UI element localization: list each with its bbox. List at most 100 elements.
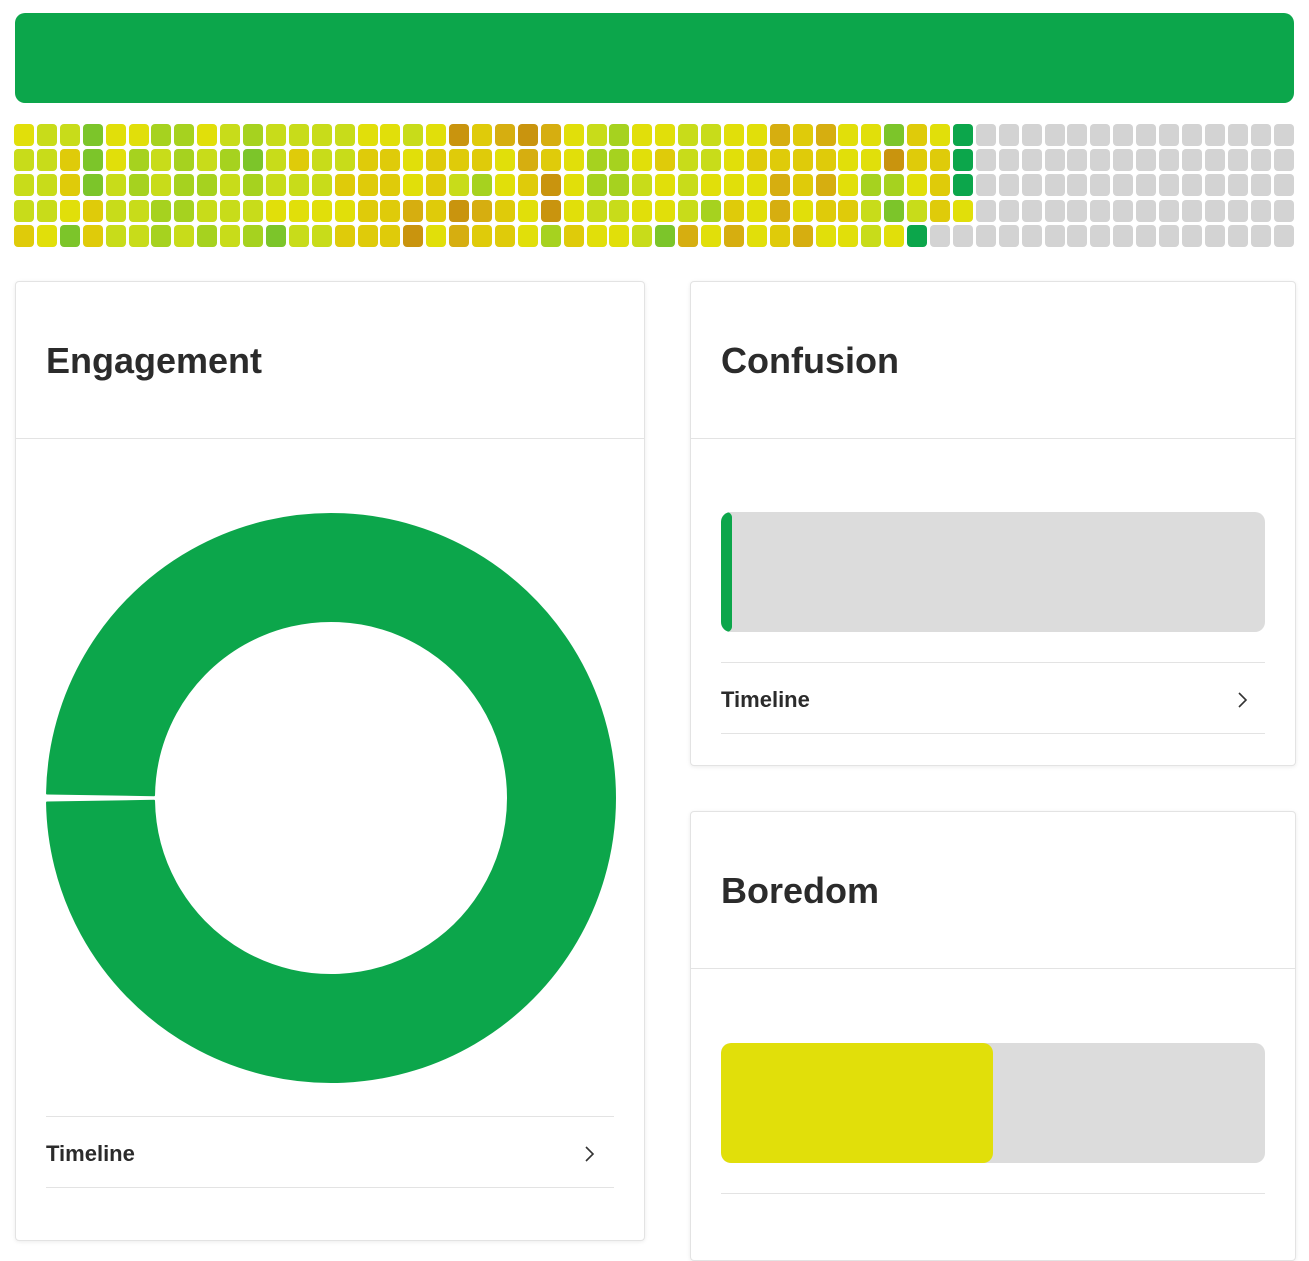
heatmap-cell-empty [1250,199,1271,222]
heatmap-cell [311,174,332,197]
heatmap-cell-empty [1044,149,1065,172]
heatmap-cell-empty [1044,124,1065,146]
engagement-timeline-link[interactable]: Timeline [46,1116,614,1188]
heatmap-cell [449,149,470,172]
heatmap-cell [815,149,836,172]
heatmap-cell [82,124,103,146]
heatmap-cell [723,224,744,247]
heatmap-cell [884,149,905,172]
heatmap-cell-empty [1090,199,1111,222]
confusion-timeline-link[interactable]: Timeline [721,662,1265,734]
chevron-right-icon [585,1146,595,1162]
heatmap-cell [380,149,401,172]
heatmap-cell [380,199,401,222]
heatmap-cell [105,199,126,222]
heatmap-cell [655,224,676,247]
heatmap-cell [930,124,950,146]
heatmap-cell-empty [1136,149,1157,172]
heatmap-cell [311,224,332,247]
heatmap-cell [678,124,699,146]
heatmap-cell [174,224,195,247]
heatmap-cell [36,149,57,172]
heatmap-cell [678,174,699,197]
heatmap-cell [36,224,57,247]
heatmap-cell-empty [930,224,950,247]
heatmap-cell [609,124,630,146]
heatmap-cell [14,224,34,247]
heatmap-cell [517,149,538,172]
heatmap-cell [815,224,836,247]
heatmap-cell-empty [1204,224,1225,247]
heatmap-cell [174,124,195,146]
engagement-timeline-label: Timeline [46,1141,135,1166]
heatmap-cell-empty [1227,199,1248,222]
heatmap-cell [609,224,630,247]
heatmap-cell [655,174,676,197]
heatmap-cell [380,174,401,197]
heatmap-cell [472,199,492,222]
heatmap-cell-empty [1250,174,1271,197]
heatmap-cell-empty [975,149,996,172]
heatmap-cell-empty [975,174,996,197]
heatmap-cell-empty [1181,149,1202,172]
heatmap-cell-empty [1067,224,1088,247]
heatmap-cell [540,124,561,146]
heatmap-cell [838,224,859,247]
heatmap-cell [151,149,172,172]
heatmap-cell [128,224,149,247]
heatmap-cell-empty [1136,199,1157,222]
boredom-card: Boredom [690,811,1296,1261]
heatmap-cell [197,124,218,146]
heatmap-cell-empty [998,174,1019,197]
heatmap-cell [861,174,882,197]
heatmap-cell [449,224,470,247]
heatmap-cell [59,149,80,172]
heatmap-cell [540,149,561,172]
heatmap-cell [838,199,859,222]
heatmap-cell [36,199,57,222]
heatmap-cell [288,199,309,222]
confusion-progress-track [721,512,1265,632]
heatmap-cell [311,124,332,146]
heatmap-cell [723,174,744,197]
heatmap-cell [952,124,973,146]
heatmap-cell [907,149,928,172]
heatmap-cell-empty [1044,224,1065,247]
heatmap-cell [311,199,332,222]
heatmap-cell [357,174,378,197]
heatmap-cell [815,199,836,222]
heatmap-cell [655,124,676,146]
heatmap-cell-empty [1181,174,1202,197]
heatmap-cell [586,124,607,146]
heatmap-cell [746,199,767,222]
heatmap-cell [494,124,515,146]
heatmap-cell [174,149,195,172]
heatmap-cell [494,224,515,247]
heatmap-cell [220,199,241,222]
heatmap-cell-empty [1021,199,1042,222]
heatmap-cell-empty [1204,124,1225,146]
heatmap-cell [586,199,607,222]
heatmap-cell [403,174,424,197]
heatmap-cell [357,199,378,222]
heatmap-cell-empty [1044,174,1065,197]
heatmap-cell [472,224,492,247]
heatmap-cell-empty [1090,149,1111,172]
heatmap-cell [952,174,973,197]
heatmap-cell [151,124,172,146]
heatmap-cell [494,199,515,222]
heatmap-cell [197,174,218,197]
heatmap-cell [36,124,57,146]
heatmap-cell [838,174,859,197]
heatmap-cell [655,149,676,172]
heatmap-cell-empty [1273,124,1294,146]
heatmap-cell [14,174,34,197]
heatmap-cell-empty [975,124,996,146]
heatmap-cell [151,199,172,222]
heatmap-cell [334,174,355,197]
heatmap-cell [746,174,767,197]
heatmap-cell [769,224,790,247]
heatmap-cell [197,199,218,222]
heatmap-cell-empty [1067,149,1088,172]
heatmap-cell-empty [975,199,996,222]
